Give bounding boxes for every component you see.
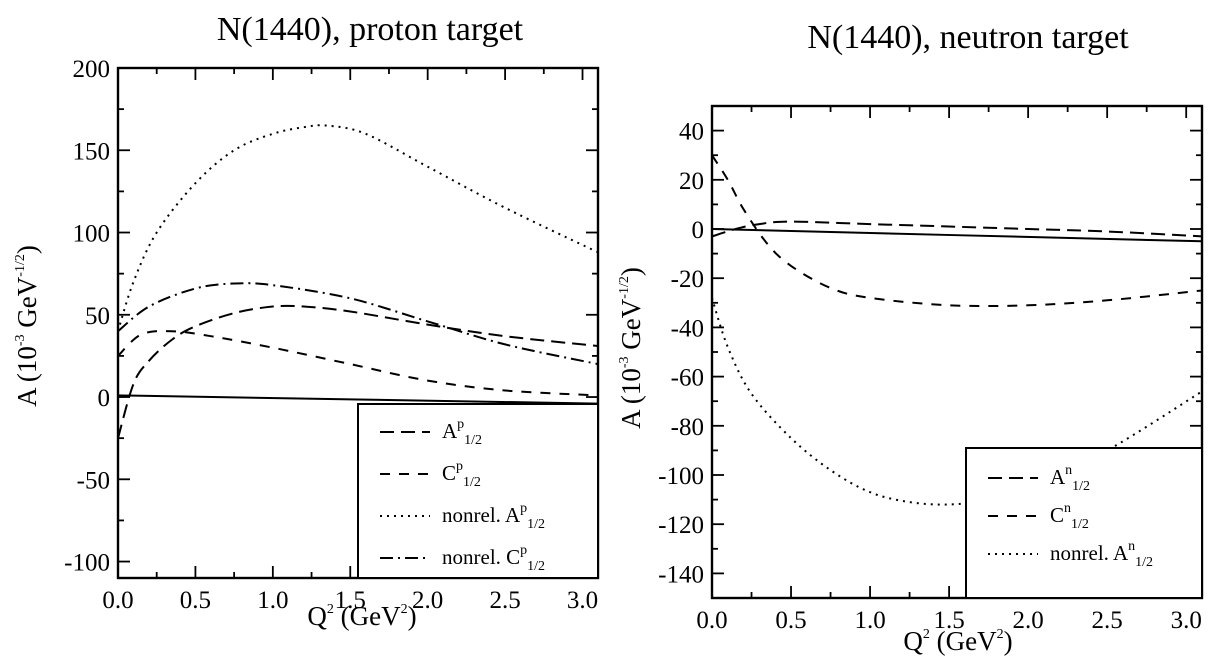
x-tick-label: 2.5 bbox=[1092, 607, 1123, 634]
legend-entry: Ap1/2 bbox=[442, 417, 482, 448]
y-tick-label: -100 bbox=[64, 550, 110, 577]
legend-entry: Cn1/2 bbox=[1050, 501, 1089, 532]
y-tick-label: 200 bbox=[73, 56, 111, 83]
y-tick-label: 50 bbox=[85, 303, 110, 330]
legend-entry: An1/2 bbox=[1050, 463, 1090, 494]
x-tick-label: 0.5 bbox=[775, 607, 806, 634]
legend: Ap1/2 Cp1/2 nonrel. Ap1/2 nonrel. Cp1/2 bbox=[357, 403, 599, 579]
x-tick-label: 1.0 bbox=[854, 607, 885, 634]
x-axis-label: Q2 (GeV2) bbox=[903, 626, 1012, 656]
y-tick-label: -120 bbox=[658, 512, 704, 539]
y-tick-label: 0 bbox=[98, 385, 111, 412]
series-line-dash-dot bbox=[118, 282, 598, 366]
x-tick-label: 3.0 bbox=[1171, 607, 1202, 634]
plot-area bbox=[712, 154, 1202, 506]
x-tick-label: 0.0 bbox=[696, 607, 727, 634]
series-line-short-dash bbox=[118, 330, 598, 397]
series-line-short-dash bbox=[712, 154, 1202, 308]
plot-area bbox=[118, 124, 598, 439]
proton-panel: N(1440), proton target 0.0 0.5 1.0 1.5 2.0 2.… bbox=[12, 11, 600, 631]
y-tick-label: 20 bbox=[679, 168, 704, 195]
legend-entry: nonrel. Cp1/2 bbox=[442, 543, 545, 574]
x-tick-label: 3.0 bbox=[567, 587, 598, 614]
legend-entry: nonrel. An1/2 bbox=[1050, 539, 1153, 570]
y-tick-label: -100 bbox=[658, 463, 704, 490]
y-tick-label: -140 bbox=[658, 561, 704, 588]
series-line-dotted bbox=[118, 124, 598, 332]
x-tick-label: 2.5 bbox=[489, 587, 520, 614]
legend: An1/2 Cn1/2 nonrel. An1/2 bbox=[965, 447, 1203, 599]
y-tick-label: -50 bbox=[77, 467, 110, 494]
x-tick-label: 1.5 bbox=[335, 587, 366, 614]
y-tick-label: -20 bbox=[671, 266, 704, 293]
series-line-solid bbox=[118, 394, 598, 405]
x-tick-label: 1.0 bbox=[257, 587, 288, 614]
chart-title: N(1440), proton target bbox=[217, 11, 524, 48]
y-tick-label: -60 bbox=[671, 365, 704, 392]
x-axis-label: Q2 (GeV2) bbox=[307, 601, 416, 631]
neutron-panel: N(1440), neutron target 0.0 0.5 1.0 1.5 2.0 2… bbox=[616, 19, 1204, 656]
y-tick-label: 0 bbox=[692, 217, 705, 244]
chart-title: N(1440), neutron target bbox=[807, 19, 1129, 56]
y-tick-label: 40 bbox=[679, 119, 704, 146]
legend-entry: Cp1/2 bbox=[442, 459, 481, 490]
legend-box bbox=[357, 403, 599, 579]
y-tick-label: 150 bbox=[73, 138, 111, 165]
y-tick-label: -80 bbox=[671, 414, 704, 441]
series-line-long-dash bbox=[712, 220, 1202, 238]
x-tick-label: 1.5 bbox=[933, 607, 964, 634]
y-tick-label: -40 bbox=[671, 315, 704, 342]
x-tick-label: 2.0 bbox=[1013, 607, 1044, 634]
legend-box bbox=[965, 447, 1203, 599]
x-tick-label: 0.5 bbox=[180, 587, 211, 614]
y-tick-label: 100 bbox=[73, 221, 111, 248]
x-tick-label: 2.0 bbox=[412, 587, 443, 614]
y-axis-label: A (10-3 GeV-1/2) bbox=[12, 245, 42, 407]
x-tick-label: 0.0 bbox=[102, 587, 133, 614]
series-line-solid bbox=[712, 228, 1202, 243]
y-axis-label: A (10-3 GeV-1/2) bbox=[616, 267, 646, 429]
legend-entry: nonrel. Ap1/2 bbox=[442, 501, 545, 532]
